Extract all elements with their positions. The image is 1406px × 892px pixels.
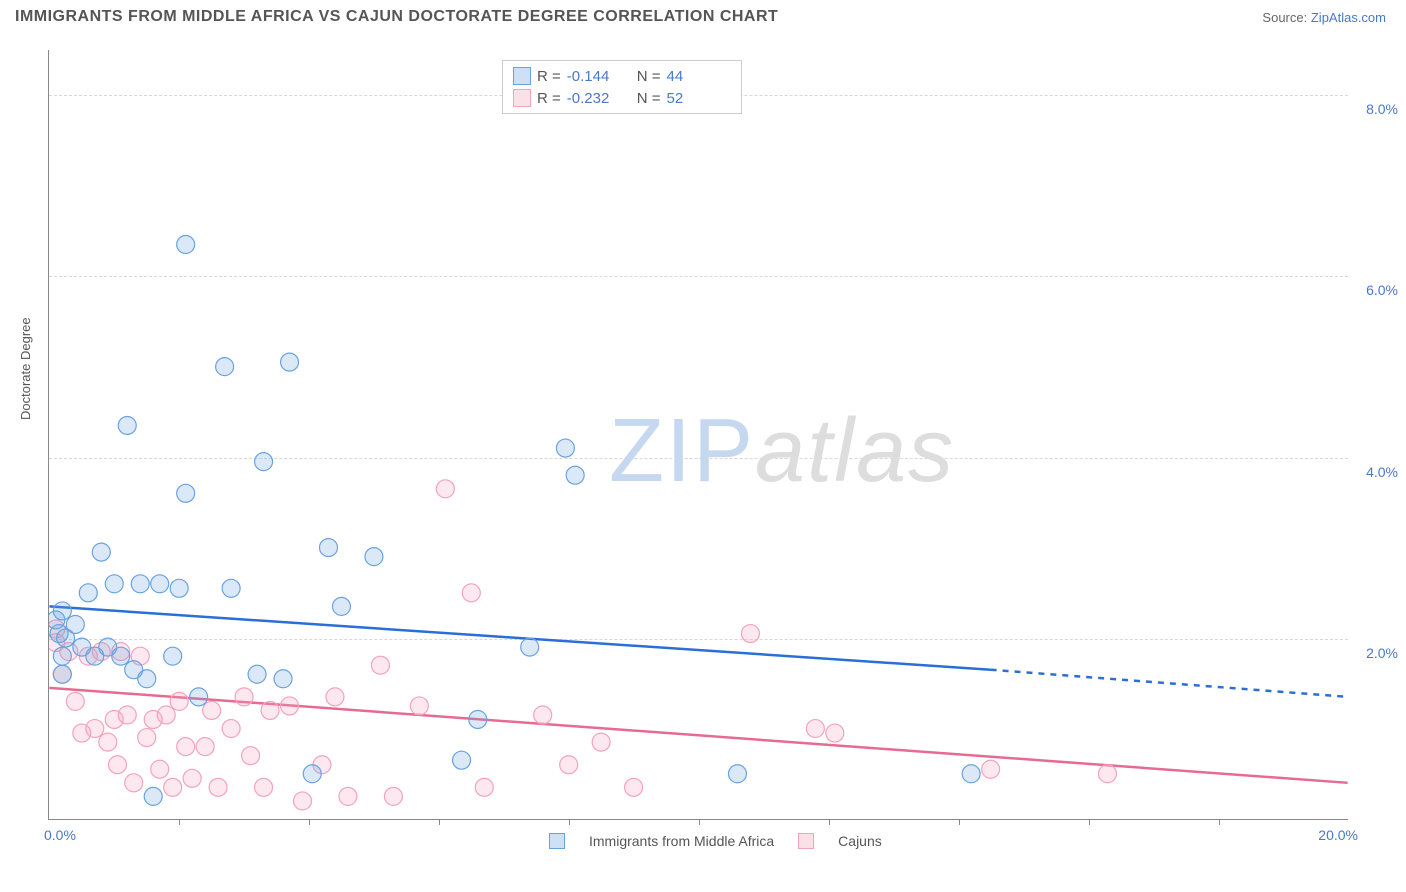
x-tick (1089, 819, 1090, 825)
x-tick (829, 819, 830, 825)
n-value-s1: 44 (667, 68, 731, 85)
swatch-s1 (513, 67, 531, 85)
x-tick (439, 819, 440, 825)
n-label: N = (637, 68, 661, 85)
chart-plot-area: ZIPatlas R = -0.144 N = 44 R = -0.232 N … (48, 50, 1348, 820)
x-origin-label: 0.0% (44, 827, 76, 843)
y-tick-label: 6.0% (1366, 282, 1398, 298)
r-label: R = (537, 68, 561, 85)
y-tick-label: 2.0% (1366, 645, 1398, 661)
x-tick (699, 819, 700, 825)
x-end-label: 20.0% (1318, 827, 1358, 843)
n-label: N = (637, 90, 661, 107)
x-tick (1219, 819, 1220, 825)
corr-row-s1: R = -0.144 N = 44 (513, 65, 731, 87)
scatter-svg (49, 50, 1348, 819)
y-tick-label: 4.0% (1366, 464, 1398, 480)
r-value-s1: -0.144 (567, 68, 631, 85)
r-value-s2: -0.232 (567, 90, 631, 107)
legend-label-s1: Immigrants from Middle Africa (589, 833, 774, 849)
legend: Immigrants from Middle Africa Cajuns (549, 833, 882, 849)
y-axis-label: Doctorate Degree (18, 317, 33, 420)
source-label: Source: (1262, 10, 1307, 25)
legend-label-s2: Cajuns (838, 833, 882, 849)
swatch-s2 (513, 89, 531, 107)
x-tick (309, 819, 310, 825)
x-tick (569, 819, 570, 825)
page-title: IMMIGRANTS FROM MIDDLE AFRICA VS CAJUN D… (15, 8, 778, 26)
legend-swatch-s1 (549, 833, 565, 849)
source-credit: Source: ZipAtlas.com (1262, 10, 1386, 25)
legend-swatch-s2 (798, 833, 814, 849)
correlation-box: R = -0.144 N = 44 R = -0.232 N = 52 (502, 60, 742, 114)
x-tick (959, 819, 960, 825)
source-link[interactable]: ZipAtlas.com (1311, 10, 1386, 25)
x-tick (179, 819, 180, 825)
r-label: R = (537, 90, 561, 107)
n-value-s2: 52 (667, 90, 731, 107)
y-tick-label: 8.0% (1366, 101, 1398, 117)
corr-row-s2: R = -0.232 N = 52 (513, 87, 731, 109)
